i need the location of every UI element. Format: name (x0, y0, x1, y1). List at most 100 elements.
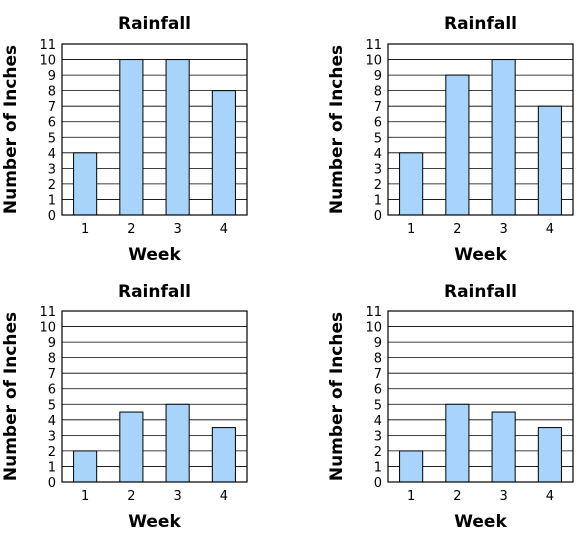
y-tick-label: 4 (48, 414, 56, 429)
y-tick-label: 7 (374, 100, 382, 115)
bar-week-2 (445, 403, 470, 483)
y-tick-label: 11 (39, 305, 56, 320)
y-tick-label: 7 (48, 367, 56, 382)
y-tick-label: 6 (374, 116, 382, 131)
bar-week-1 (399, 152, 424, 216)
x-tick-label: 1 (407, 489, 415, 504)
y-tick-label: 0 (48, 209, 56, 224)
bar-week-3 (491, 59, 516, 216)
bar-week-3 (165, 403, 190, 483)
y-tick-label: 8 (48, 352, 56, 367)
plot-frame (387, 43, 574, 216)
y-tick-label: 8 (374, 352, 382, 367)
y-tick-label: 6 (48, 116, 56, 131)
y-tick-label: 2 (374, 178, 382, 193)
y-tick-label: 10 (365, 321, 382, 336)
x-tick-label: 1 (81, 489, 89, 504)
x-tick-label: 3 (173, 489, 181, 504)
x-tick-label: 2 (453, 489, 461, 504)
y-tick-label: 1 (48, 193, 56, 208)
x-tick-label: 4 (220, 222, 228, 237)
y-tick-label: 5 (374, 398, 382, 413)
bar-week-4 (537, 427, 562, 483)
y-tick-label: 1 (374, 460, 382, 475)
y-tick-label: 3 (374, 429, 382, 444)
y-tick-label: 4 (374, 414, 382, 429)
x-tick-label: 4 (220, 489, 228, 504)
y-tick-label: 9 (48, 336, 56, 351)
y-tick-label: 7 (48, 100, 56, 115)
y-tick-label: 4 (374, 147, 382, 162)
y-tick-label: 8 (374, 85, 382, 100)
y-tick-label: 9 (374, 69, 382, 84)
chart-title: Rainfall (118, 14, 191, 34)
x-tick-label: 4 (546, 222, 554, 237)
y-tick-label: 3 (374, 162, 382, 177)
x-tick-label: 3 (499, 489, 507, 504)
y-tick-label: 1 (374, 193, 382, 208)
x-axis-label: Week (128, 245, 181, 265)
plot-frame (61, 310, 248, 483)
bar-week-3 (165, 59, 190, 216)
x-axis-label: Week (454, 245, 507, 265)
y-tick-label: 10 (39, 54, 56, 69)
y-tick-label: 6 (48, 383, 56, 398)
y-tick-label: 9 (374, 336, 382, 351)
bar-week-4 (211, 427, 236, 483)
y-tick-label: 7 (374, 367, 382, 382)
y-axis-label: Number of Inches (1, 45, 21, 214)
y-tick-label: 11 (39, 38, 56, 53)
y-tick-label: 5 (374, 131, 382, 146)
y-tick-label: 1 (48, 460, 56, 475)
y-tick-label: 11 (365, 38, 382, 53)
y-tick-label: 10 (365, 54, 382, 69)
y-tick-label: 11 (365, 305, 382, 320)
bar-week-1 (73, 450, 98, 483)
x-axis-label: Week (454, 512, 507, 532)
y-tick-label: 2 (48, 445, 56, 460)
bar-week-3 (491, 411, 516, 483)
y-axis-label: Number of Inches (327, 312, 347, 481)
bar-week-4 (211, 90, 236, 216)
x-tick-label: 4 (546, 489, 554, 504)
y-axis-label: Number of Inches (327, 45, 347, 214)
x-tick-label: 2 (127, 489, 135, 504)
y-tick-label: 0 (374, 209, 382, 224)
y-tick-label: 0 (48, 476, 56, 491)
bar-week-1 (73, 152, 98, 216)
y-tick-label: 10 (39, 321, 56, 336)
plot-frame (61, 43, 248, 216)
y-tick-label: 9 (48, 69, 56, 84)
chart-title: Rainfall (444, 14, 517, 34)
bar-week-2 (119, 59, 144, 216)
y-tick-label: 3 (48, 162, 56, 177)
bar-week-2 (119, 411, 144, 483)
x-tick-label: 1 (407, 222, 415, 237)
x-tick-label: 2 (453, 222, 461, 237)
plot-frame (387, 310, 574, 483)
bar-week-2 (445, 74, 470, 216)
y-tick-label: 4 (48, 147, 56, 162)
y-tick-label: 6 (374, 383, 382, 398)
chart-title: Rainfall (118, 282, 191, 302)
y-axis-label: Number of Inches (1, 312, 21, 481)
bar-week-4 (537, 105, 562, 216)
x-axis-label: Week (128, 512, 181, 532)
y-tick-label: 5 (48, 131, 56, 146)
y-tick-label: 2 (48, 178, 56, 193)
x-tick-label: 2 (127, 222, 135, 237)
x-tick-label: 3 (173, 222, 181, 237)
y-tick-label: 0 (374, 476, 382, 491)
y-tick-label: 2 (374, 445, 382, 460)
y-tick-label: 8 (48, 85, 56, 100)
y-tick-label: 3 (48, 429, 56, 444)
x-tick-label: 1 (81, 222, 89, 237)
bar-week-1 (399, 450, 424, 483)
y-tick-label: 5 (48, 398, 56, 413)
chart-title: Rainfall (444, 282, 517, 302)
